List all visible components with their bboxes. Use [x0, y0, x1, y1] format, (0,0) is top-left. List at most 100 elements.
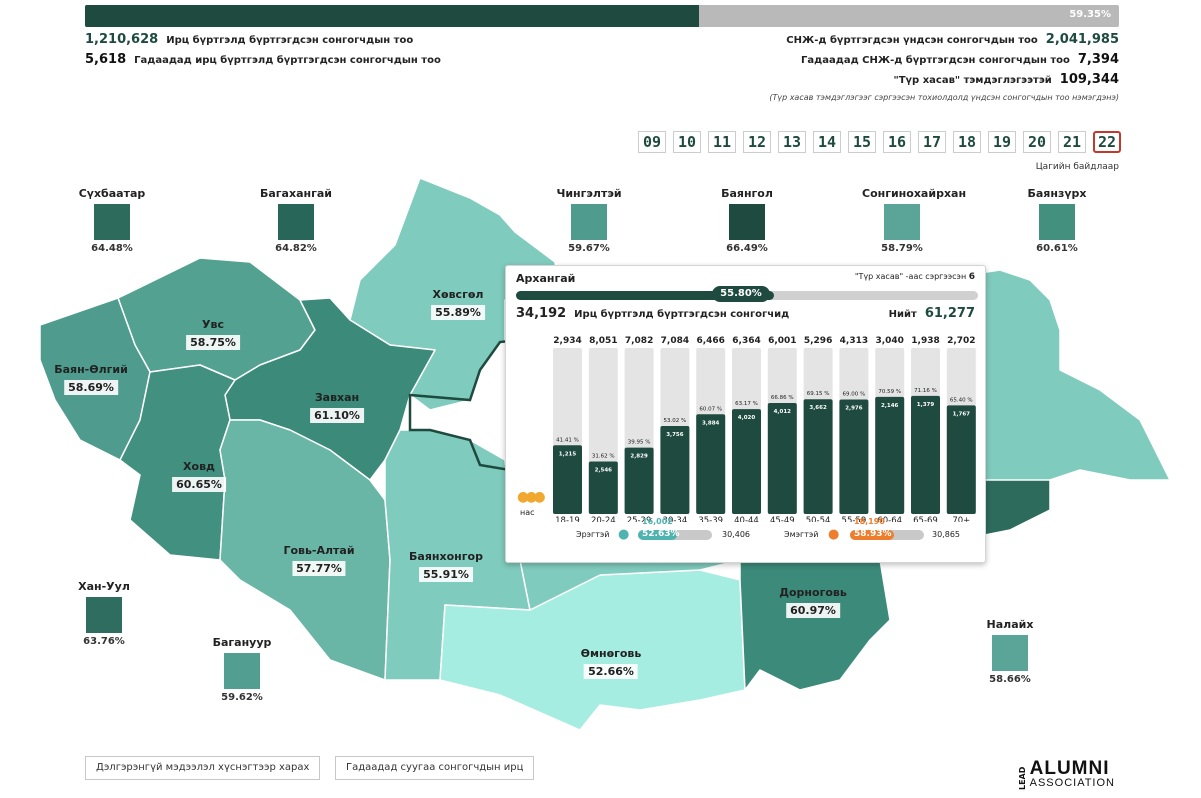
hour-button-19[interactable]: 19 [988, 131, 1016, 153]
hour-button-11[interactable]: 11 [708, 131, 736, 153]
age-registered-label: 1,767 [953, 411, 971, 417]
male-label: Эрэгтэй [576, 530, 610, 539]
foreign-voters-count: 7,394 [1077, 52, 1119, 67]
hour-button-09[interactable]: 09 [638, 131, 666, 153]
hour-button-10[interactable]: 10 [673, 131, 701, 153]
foreign-voters-stat: Гадаадад СНЖ-д бүртгэгдсэн сонгогчдын то… [801, 52, 1119, 67]
district-swatch [729, 204, 765, 240]
tooltip-total: Нийт 61,277 [889, 306, 975, 321]
age-total-label: 3,040 [875, 336, 903, 346]
district-pct: 58.79% [881, 243, 923, 254]
age-registered-bar [732, 409, 761, 514]
age-percent-label: 53.02 % [664, 418, 687, 424]
age-total-label: 6,364 [732, 336, 760, 346]
district-name: Сүхбаатар [78, 187, 146, 200]
age-total-label: 4,313 [840, 336, 868, 346]
age-registered-label: 1,215 [559, 451, 577, 457]
base-voters-count: 2,041,985 [1045, 32, 1119, 47]
district-name: Хан-Уул [78, 580, 130, 593]
district-pct: 58.66% [989, 674, 1031, 685]
foreign-registered-stat: 5,618 Гадаадад ирц бүртгэлд бүртгэгдсэн с… [85, 52, 441, 67]
foreign-registered-label: Гадаадад ирц бүртгэлд бүртгэгдсэн сонгог… [134, 55, 441, 66]
overall-progress-bar: 59.35% [85, 5, 1119, 27]
district-pct: 66.49% [726, 243, 768, 254]
age-registered-bar [911, 395, 940, 514]
hour-button-13[interactable]: 13 [778, 131, 806, 153]
age-category-label: 30-34 [663, 516, 688, 522]
age-category-label: 65-69 [913, 516, 938, 522]
age-percent-label: 69.00 % [843, 391, 866, 397]
province-label-khovd: Ховд 60.65% [172, 460, 226, 492]
temp-removed-count: 109,344 [1059, 72, 1119, 87]
male-total: 30,406 [722, 530, 750, 539]
base-voters-label: СНЖ-д бүртгэгдсэн үндсэн сонгогчдын тоо [786, 35, 1038, 46]
district-swatch [86, 597, 122, 633]
female-label: Эмэгтэй [784, 530, 819, 539]
age-category-label: 50-54 [806, 516, 831, 522]
female-total: 30,865 [932, 530, 960, 539]
age-total-label: 1,938 [911, 336, 939, 346]
female-progress: 58.93% [850, 529, 924, 540]
age-axis-label: нас [520, 508, 535, 517]
district-pct: 59.62% [221, 692, 263, 703]
female-registered: 18,190 [854, 517, 885, 526]
age-registered-bar [660, 425, 690, 514]
age-category-label: 25-29 [627, 516, 652, 522]
overall-progress-label: 59.35% [1069, 9, 1111, 20]
age-category-label: 35-39 [698, 516, 723, 522]
hour-button-18[interactable]: 18 [953, 131, 981, 153]
overall-progress-fill [85, 5, 699, 27]
age-registered-label: 1,379 [917, 402, 935, 408]
age-total-label: 7,084 [661, 336, 689, 346]
logo-alumni: ALUMNI [1029, 758, 1110, 779]
tooltip-total-count: 61,277 [924, 306, 975, 321]
age-registered-bar [839, 399, 869, 514]
hour-button-14[interactable]: 14 [813, 131, 841, 153]
hour-button-16[interactable]: 16 [883, 131, 911, 153]
district-6[interactable]: Хан-Уул 63.76% [64, 580, 144, 647]
details-table-button[interactable]: Дэлгэрэнгүй мэдээлэл хүснэгтээр харах [85, 756, 321, 780]
foreign-voters-label: Гадаадад СНЖ-д бүртгэгдсэн сонгогчдын то… [801, 55, 1070, 66]
age-total-label: 7,082 [625, 336, 653, 346]
temp-removed-stat: "Түр хасав" тэмдэглэгээтэй 109,344 [894, 72, 1120, 87]
district-pct: 63.76% [83, 636, 125, 647]
district-name: Баянгол [721, 187, 773, 200]
age-registered-label: 3,884 [702, 420, 720, 426]
province-label-umnugovi: Өмнөговь 52.66% [580, 647, 642, 679]
hour-button-15[interactable]: 15 [848, 131, 876, 153]
people-icon: ●●● [517, 489, 546, 505]
age-category-label: 18-19 [555, 516, 580, 522]
age-category-label: 20-24 [591, 516, 616, 522]
district-pct: 64.48% [91, 243, 133, 254]
district-5[interactable]: Баянзүрх 60.61% [1017, 187, 1097, 254]
district-name: Баянзүрх [1027, 187, 1087, 200]
hour-button-22[interactable]: 22 [1093, 131, 1121, 153]
district-1[interactable]: Багахангай 64.82% [256, 187, 336, 254]
district-7[interactable]: Багануур 59.62% [202, 636, 282, 703]
age-registered-label: 2,146 [881, 403, 899, 409]
tooltip-registered-count: 34,192 [516, 306, 567, 321]
hour-button-20[interactable]: 20 [1023, 131, 1051, 153]
district-3[interactable]: Баянгол 66.49% [707, 187, 787, 254]
age-total-label: 8,051 [589, 336, 617, 346]
district-8[interactable]: Налайх 58.66% [970, 618, 1050, 685]
hour-button-17[interactable]: 17 [918, 131, 946, 153]
district-swatch [224, 653, 260, 689]
district-4[interactable]: Сонгинохайрхан 58.79% [862, 187, 966, 254]
age-registered-bar [624, 447, 654, 514]
tooltip-registered-label: Ирц бүртгэлд бүртгэгдсэн сонгогчид [574, 309, 790, 320]
age-registered-label: 2,829 [630, 454, 648, 460]
age-total-label: 6,466 [696, 336, 724, 346]
province-label-dornogovi: Дорноговь 60.97% [779, 586, 847, 618]
tooltip-registered: 34,192 Ирц бүртгэлд бүртгэгдсэн сонгогчид [516, 306, 789, 321]
district-2[interactable]: Чингэлтэй 59.67% [549, 187, 629, 254]
province-dornogovi[interactable] [739, 554, 891, 691]
hour-button-21[interactable]: 21 [1058, 131, 1086, 153]
age-percent-label: 63.17 % [735, 401, 758, 407]
registered-label: Ирц бүртгэлд бүртгэгдсэн сонгогчдын тоо [166, 35, 414, 46]
hour-button-12[interactable]: 12 [743, 131, 771, 153]
district-0[interactable]: Сүхбаатар 64.48% [72, 187, 152, 254]
abroad-voters-button[interactable]: Гадаадад суугаа сонгогчдын ирц [335, 756, 535, 780]
female-progress-fill [850, 530, 894, 540]
province-label-uvs: Увс 58.75% [186, 318, 240, 350]
